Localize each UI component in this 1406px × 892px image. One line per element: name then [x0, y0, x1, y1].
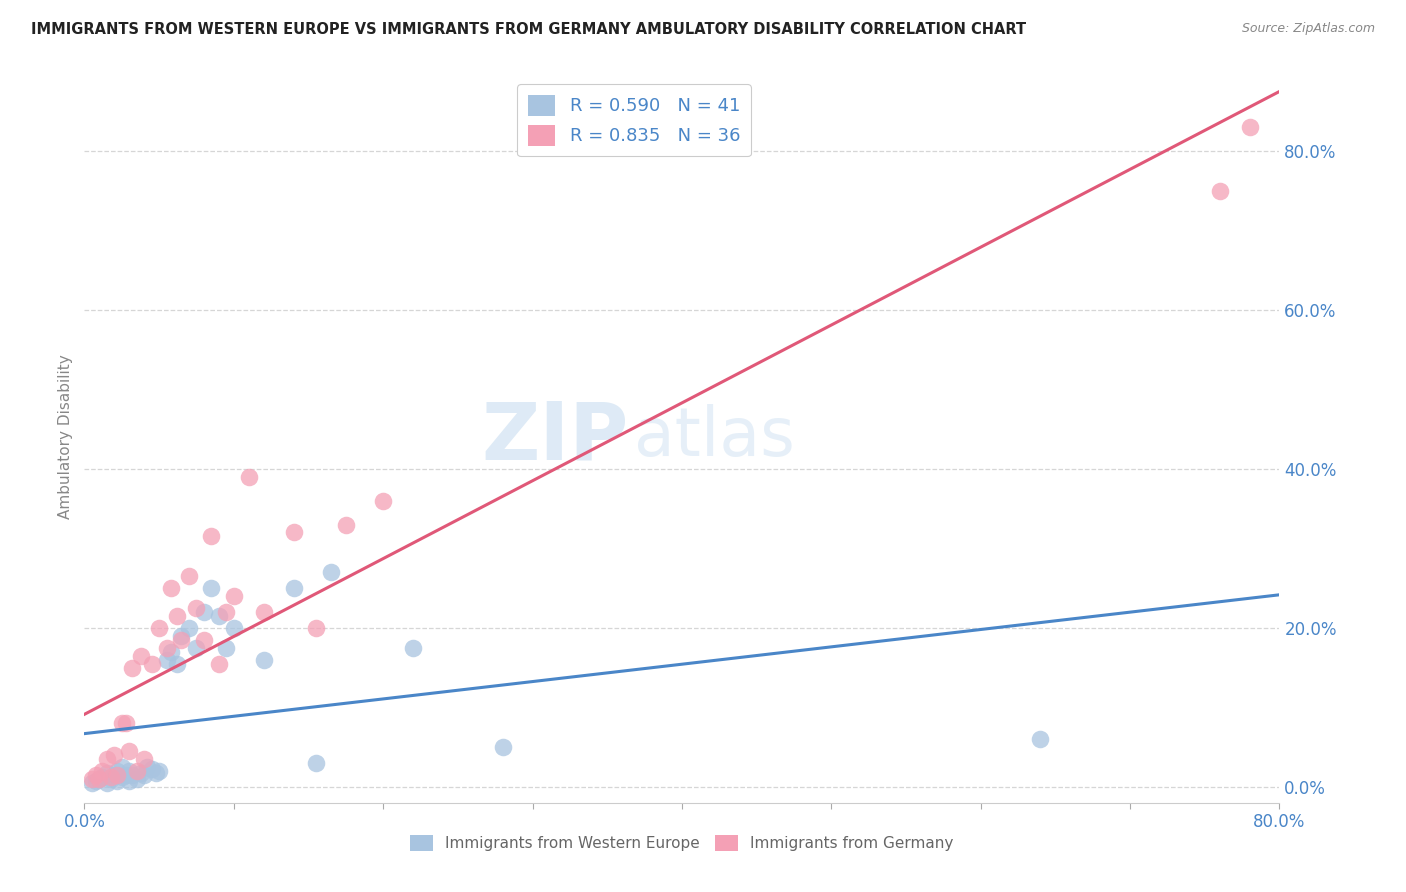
Point	[208, 657, 231, 671]
Point	[335, 517, 357, 532]
Point	[148, 764, 170, 778]
Point	[91, 764, 114, 778]
Point	[200, 529, 222, 543]
Point	[129, 765, 152, 780]
Point	[177, 621, 200, 635]
Point	[170, 632, 193, 647]
Point	[86, 773, 108, 788]
Point	[121, 660, 143, 674]
Point	[186, 640, 208, 655]
Point	[145, 765, 167, 780]
Point	[89, 772, 111, 786]
Point	[193, 632, 215, 647]
Point	[125, 764, 148, 778]
Point	[111, 716, 134, 731]
Point	[100, 770, 122, 784]
Point	[222, 621, 245, 635]
Point	[160, 645, 183, 659]
Text: atlas: atlas	[634, 404, 794, 470]
Point	[177, 569, 200, 583]
Point	[253, 653, 276, 667]
Point	[105, 764, 128, 778]
Point	[80, 772, 103, 786]
Point	[253, 605, 276, 619]
Point	[118, 764, 141, 778]
Point	[121, 768, 143, 782]
Y-axis label: Ambulatory Disability: Ambulatory Disability	[58, 355, 73, 519]
Point	[208, 609, 231, 624]
Point	[215, 640, 238, 655]
Point	[132, 768, 156, 782]
Point	[96, 752, 118, 766]
Point	[103, 748, 125, 763]
Point	[305, 756, 328, 770]
Point	[373, 493, 395, 508]
Point	[132, 752, 156, 766]
Point	[155, 653, 177, 667]
Point	[283, 581, 305, 595]
Point	[105, 773, 128, 788]
Point	[80, 776, 103, 790]
Point	[319, 566, 342, 580]
Point	[222, 589, 245, 603]
Point	[89, 772, 111, 786]
Text: IMMIGRANTS FROM WESTERN EUROPE VS IMMIGRANTS FROM GERMANY AMBULATORY DISABILITY : IMMIGRANTS FROM WESTERN EUROPE VS IMMIGR…	[31, 22, 1026, 37]
Point	[160, 581, 183, 595]
Point	[111, 760, 134, 774]
Point	[100, 772, 122, 786]
Point	[170, 629, 193, 643]
Point	[1209, 184, 1232, 198]
Point	[129, 648, 152, 663]
Point	[141, 657, 163, 671]
Point	[115, 768, 138, 782]
Point	[91, 770, 114, 784]
Point	[103, 768, 125, 782]
Text: ZIP: ZIP	[481, 398, 628, 476]
Point	[118, 773, 141, 788]
Point	[283, 525, 305, 540]
Point	[105, 768, 128, 782]
Point	[166, 657, 188, 671]
Point	[1239, 120, 1261, 134]
Point	[155, 640, 177, 655]
Point	[305, 621, 328, 635]
Point	[166, 609, 188, 624]
Point	[215, 605, 238, 619]
Point	[86, 768, 108, 782]
Point	[1029, 732, 1052, 747]
Point	[148, 621, 170, 635]
Point	[238, 470, 260, 484]
Point	[186, 601, 208, 615]
Point	[96, 765, 118, 780]
Legend: Immigrants from Western Europe, Immigrants from Germany: Immigrants from Western Europe, Immigran…	[404, 830, 960, 857]
Point	[193, 605, 215, 619]
Point	[402, 640, 425, 655]
Point	[141, 763, 163, 777]
Point	[136, 760, 159, 774]
Point	[125, 772, 148, 786]
Point	[111, 770, 134, 784]
Point	[96, 776, 118, 790]
Point	[492, 740, 515, 755]
Point	[115, 716, 138, 731]
Point	[200, 581, 222, 595]
Point	[118, 744, 141, 758]
Text: Source: ZipAtlas.com: Source: ZipAtlas.com	[1241, 22, 1375, 36]
